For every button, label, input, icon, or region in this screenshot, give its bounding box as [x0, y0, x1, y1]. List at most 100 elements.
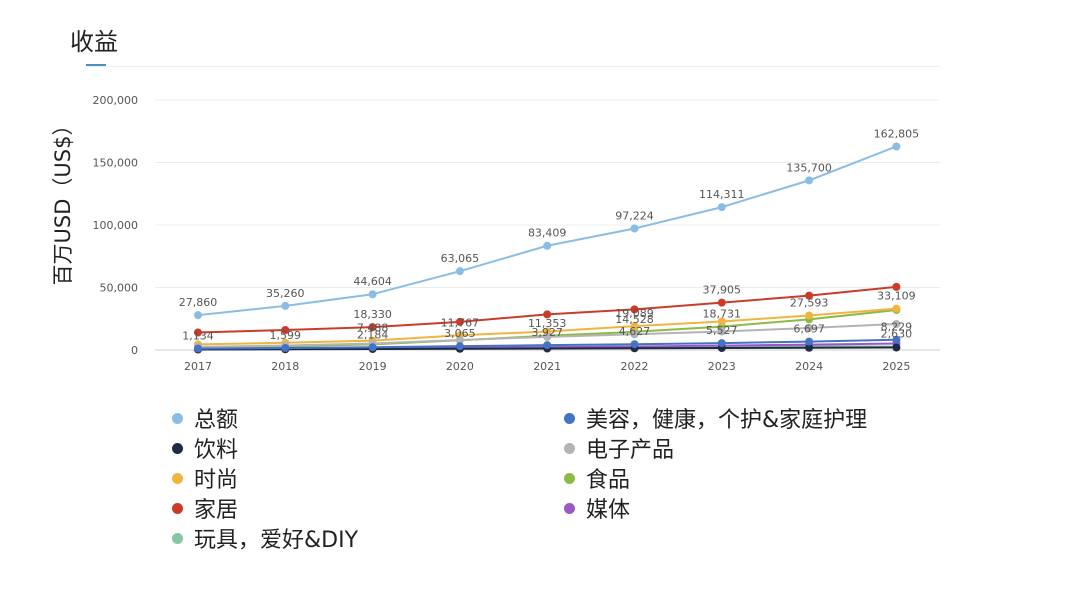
y-tick-label: 50,000 [100, 282, 139, 295]
data-point [455, 336, 464, 344]
data-point [194, 311, 202, 320]
data-point [281, 344, 290, 353]
data-label: 97,224 [615, 209, 654, 222]
y-tick-label: 0 [131, 344, 138, 357]
data-point [717, 327, 726, 336]
x-tick-label: 2021 [533, 360, 561, 373]
data-point [368, 290, 377, 299]
data-point [630, 330, 639, 339]
data-label: 14,528 [615, 313, 654, 326]
y-tick-label: 200,000 [93, 94, 139, 107]
data-point [892, 335, 901, 344]
legend-item[interactable]: 玩具，爱好&DIY [172, 522, 358, 554]
data-label: 1,134 [182, 330, 214, 343]
data-point [455, 317, 464, 326]
legend-marker-icon [172, 412, 183, 424]
data-label: 1,599 [270, 329, 302, 342]
data-label: 19,089 [615, 307, 654, 320]
data-point [805, 343, 814, 352]
data-point [892, 282, 901, 291]
legend-item[interactable]: 总额 [172, 402, 238, 434]
legend-marker-icon [172, 502, 183, 514]
data-label: 18,330 [353, 308, 392, 321]
legend-item[interactable]: 媒体 [564, 492, 630, 524]
legend-item[interactable]: 饮料 [172, 432, 238, 464]
line-chart: 0 50,000 100,000 150,000 200,000 2017 2018 2019… [93, 94, 940, 373]
data-point [630, 340, 639, 349]
x-tick-label: 2023 [708, 360, 736, 373]
chart-title: 收益 [70, 28, 118, 56]
data-label: 11,353 [528, 317, 567, 330]
data-point [543, 241, 552, 250]
data-point [717, 203, 726, 212]
top-divider [86, 66, 940, 67]
data-label: 44,604 [353, 275, 392, 288]
data-label: 6,697 [793, 323, 825, 336]
data-label: 4,627 [619, 325, 651, 338]
data-label: 135,700 [786, 161, 832, 174]
legend-label: 家居 [194, 498, 239, 523]
x-tick-label: 2019 [359, 360, 387, 373]
legend-marker-icon [564, 472, 575, 484]
data-point [368, 323, 377, 332]
data-label: 63,065 [441, 252, 480, 265]
y-tick-label: 100,000 [93, 219, 139, 232]
x-tick-label: 2024 [795, 360, 823, 373]
legend-label: 时尚 [194, 468, 239, 493]
data-label: 114,311 [699, 188, 745, 201]
data-point [543, 341, 552, 350]
data-point [805, 176, 814, 185]
data-label: 33,109 [877, 290, 916, 303]
data-label: 27,860 [179, 296, 218, 309]
data-label: 18,731 [703, 308, 742, 321]
legend-item[interactable]: 时尚 [172, 462, 238, 494]
legend-item[interactable]: 电子产品 [564, 432, 674, 464]
legend-item[interactable]: 美容，健康，个护&家庭护理 [564, 402, 867, 434]
legend-item[interactable]: 食品 [564, 462, 630, 494]
x-tick-label: 2020 [446, 360, 474, 373]
data-point [543, 310, 552, 319]
legend-marker-icon [172, 532, 183, 544]
data-point [543, 332, 552, 341]
legend-label: 电子产品 [586, 438, 675, 463]
legend-label: 食品 [586, 468, 631, 493]
data-label: 2,630 [881, 328, 913, 341]
data-label: 11,767 [441, 316, 480, 329]
legend-label: 饮料 [194, 438, 239, 463]
data-label: 162,805 [874, 127, 920, 140]
legend-label: 总额 [194, 408, 239, 433]
legend-label: 媒体 [586, 498, 631, 523]
legend-marker-icon [564, 442, 575, 454]
x-tick-label: 2025 [882, 360, 910, 373]
data-point [281, 326, 290, 334]
data-label: 27,593 [790, 297, 829, 310]
data-point [892, 343, 901, 352]
data-point [892, 304, 901, 313]
data-point [630, 322, 639, 331]
data-point [194, 328, 202, 337]
data-point [892, 142, 901, 151]
legend-label: 玩具，爱好&DIY [194, 528, 359, 553]
data-label: 7,488 [357, 322, 389, 335]
data-point [368, 343, 377, 352]
data-point [630, 305, 639, 314]
x-tick-label: 2017 [184, 360, 212, 373]
legend-item[interactable]: 家居 [172, 492, 238, 524]
y-tick-label: 150,000 [93, 157, 139, 170]
x-tick-label: 2018 [271, 360, 299, 373]
x-tick-label: 2022 [621, 360, 649, 373]
data-label: 3,065 [444, 327, 476, 340]
data-label: 35,260 [266, 287, 305, 300]
legend-marker-icon [172, 472, 183, 484]
data-point [717, 317, 726, 326]
data-label: 37,905 [703, 284, 742, 297]
data-point [630, 224, 639, 233]
data-point [455, 267, 464, 276]
legend-marker-icon [172, 442, 183, 454]
legend-marker-icon [564, 502, 575, 514]
data-point [805, 324, 814, 332]
data-label: 5,527 [706, 324, 738, 337]
data-label: 8,229 [881, 321, 913, 334]
data-point [805, 291, 814, 300]
data-point [717, 298, 726, 307]
